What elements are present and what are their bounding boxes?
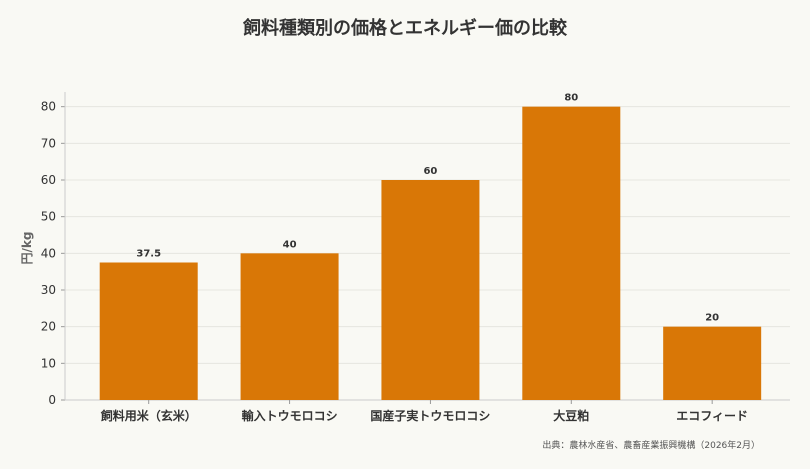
data-label: 20 — [705, 313, 719, 324]
data-label: 40 — [283, 239, 297, 250]
data-label: 80 — [564, 93, 578, 104]
bar — [663, 326, 762, 400]
bar — [522, 106, 621, 401]
data-label: 37.5 — [136, 249, 161, 260]
x-tick-label: 大豆粕 — [553, 408, 589, 423]
x-tick-label: 輸入トウモロコシ — [242, 408, 338, 423]
y-axis-label: 円/kg — [20, 232, 34, 265]
y-tick-label: 20 — [41, 320, 56, 334]
x-tick-label: 飼料用米（玄米） — [100, 408, 197, 423]
y-tick-label: 40 — [41, 246, 56, 260]
bar — [240, 253, 339, 400]
source-note: 出典：農林水産省、農畜産業振興機構（2026年2月） — [542, 439, 760, 451]
y-tick-label: 10 — [41, 356, 56, 370]
chart-title: 飼料種類別の価格とエネルギー価の比較 — [242, 17, 568, 39]
y-tick-label: 50 — [41, 210, 56, 224]
x-tick-label: 国産子実トウモロコシ — [370, 408, 490, 423]
y-tick-label: 60 — [41, 173, 56, 187]
data-label: 60 — [423, 166, 437, 177]
y-tick-label: 30 — [41, 283, 56, 297]
y-tick-label: 80 — [41, 100, 56, 114]
y-tick-label: 70 — [41, 136, 56, 150]
bar — [381, 180, 480, 400]
x-tick-label: エコフィード — [676, 409, 748, 423]
bar — [99, 262, 198, 400]
y-tick-label: 0 — [48, 393, 56, 407]
